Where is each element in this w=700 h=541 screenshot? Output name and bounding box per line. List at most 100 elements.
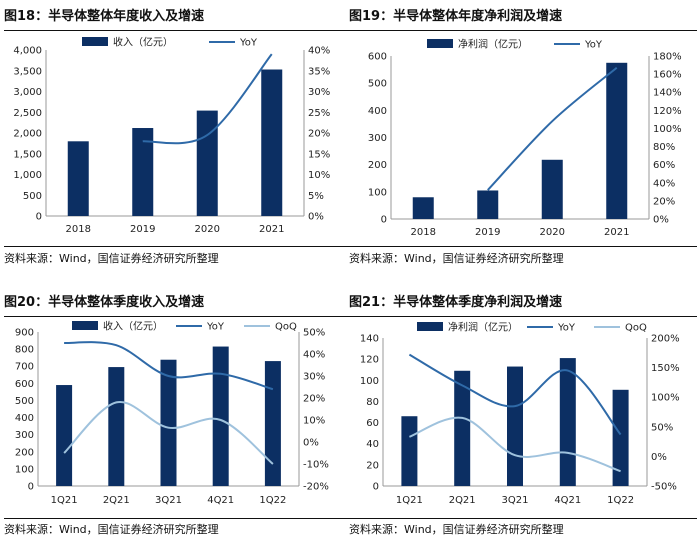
right-tick-label: 50% xyxy=(303,328,325,339)
right-tick-label: 20% xyxy=(303,394,325,405)
legend-label: 净利润（亿元） xyxy=(448,321,518,334)
series-line-qoq xyxy=(63,401,274,465)
left-tick-label: 3,000 xyxy=(13,87,42,98)
x-tick-label: 4Q21 xyxy=(207,495,234,506)
x-tick-label: 3Q21 xyxy=(502,495,529,506)
left-tick-label: 500 xyxy=(368,79,387,90)
right-tick-label: 15% xyxy=(308,149,330,160)
bar xyxy=(612,389,629,486)
bar xyxy=(132,128,154,216)
legend-label: YoY xyxy=(557,323,576,334)
bar xyxy=(454,370,471,486)
right-tick-label: 0% xyxy=(308,212,324,223)
legend-label: 收入（亿元） xyxy=(103,320,163,333)
left-tick-label: 3,500 xyxy=(13,66,42,77)
right-tick-label: 0% xyxy=(303,438,319,449)
x-tick-label: 2Q21 xyxy=(449,495,476,506)
bar xyxy=(559,358,576,486)
legend-label: 收入（亿元） xyxy=(113,36,173,49)
series-line-yoy xyxy=(408,353,622,436)
left-tick-label: 100 xyxy=(368,187,387,198)
left-tick-label: 500 xyxy=(15,396,34,407)
right-tick-label: -50% xyxy=(651,482,677,493)
series-line-qoq xyxy=(409,416,621,473)
x-tick-label: 2Q21 xyxy=(103,495,130,506)
left-tick-label: 20 xyxy=(366,460,379,471)
right-tick-label: 60% xyxy=(653,160,675,171)
right-tick-label: 120% xyxy=(653,106,682,117)
left-tick-label: 200 xyxy=(15,447,34,458)
right-tick-label: 160% xyxy=(653,70,682,81)
legend-label: YoY xyxy=(584,40,603,51)
right-tick-label: 0% xyxy=(653,215,669,226)
right-tick-label: 30% xyxy=(303,372,325,383)
right-tick-label: 40% xyxy=(303,350,325,361)
left-tick-label: 140 xyxy=(360,334,379,345)
x-tick-label: 1Q22 xyxy=(607,495,634,506)
left-tick-label: 40 xyxy=(366,439,379,450)
right-tick-label: 40% xyxy=(308,46,330,57)
chart-fig19: 0 100 200 300 400 500 600 0% 20% 40% 60% 80% 100% 120… xyxy=(368,38,682,239)
chart-title: 图20：半导体整体季度收入及增速 xyxy=(4,295,205,310)
legend-label: 净利润（亿元） xyxy=(458,38,528,51)
left-tick-label: 1,000 xyxy=(13,170,42,181)
chart-fig21: 0 20 40 60 80 100 120 140 -50% 0% 50% 100% 150% 200% 1… xyxy=(360,321,680,507)
bar xyxy=(196,110,218,216)
legend-label: YoY xyxy=(206,322,225,333)
series-line-yoy xyxy=(64,341,274,391)
left-tick-label: 2,000 xyxy=(13,129,42,140)
bar xyxy=(56,385,73,486)
x-tick-label: 1Q21 xyxy=(51,495,78,506)
source-rule xyxy=(349,246,697,247)
bar xyxy=(412,197,434,219)
right-tick-label: 20% xyxy=(308,129,330,140)
source-note: 资料来源：Wind，国信证券经济研究所整理 xyxy=(349,252,564,265)
left-tick-label: 700 xyxy=(15,362,34,373)
source-rule xyxy=(4,518,352,519)
legend-swatch-bar xyxy=(82,37,108,46)
left-tick-label: 4,000 xyxy=(13,46,42,57)
left-tick-label: 0 xyxy=(28,482,34,493)
left-tick-label: 200 xyxy=(368,160,387,171)
chart-fig20: 0 100 200 300 400 500 600 700 800 900 -20% -10% 0% 10… xyxy=(15,320,329,507)
left-tick-label: 400 xyxy=(15,413,34,424)
x-tick-label: 4Q21 xyxy=(554,495,581,506)
right-tick-label: 140% xyxy=(653,88,682,99)
legend-swatch-bar xyxy=(427,39,453,48)
title-rule xyxy=(349,316,697,317)
right-tick-label: 20% xyxy=(653,196,675,207)
right-tick-label: 5% xyxy=(308,191,324,202)
left-tick-label: 100 xyxy=(15,464,34,475)
source-rule xyxy=(4,246,352,247)
left-tick-label: 2,500 xyxy=(13,108,42,119)
x-tick-label: 2018 xyxy=(411,227,436,238)
title-rule xyxy=(4,316,352,317)
left-tick-label: 500 xyxy=(23,191,42,202)
chart-title: 图18：半导体整体年度收入及增速 xyxy=(4,9,205,24)
series-line-yoy xyxy=(487,67,618,191)
panel-fig19: 图19：半导体整体年度净利润及增速 0 100 200 300 400 500 600 0% 2… xyxy=(349,6,697,268)
left-tick-label: 600 xyxy=(15,379,34,390)
right-tick-label: -10% xyxy=(303,460,329,471)
bar xyxy=(108,367,125,486)
right-tick-label: -20% xyxy=(303,482,329,493)
chart-fig18: 0 500 1,000 1,500 2,000 2,500 3,000 3,500 4,000 0… xyxy=(13,36,330,236)
x-tick-label: 2019 xyxy=(475,227,500,238)
bar xyxy=(261,69,283,216)
source-note: 资料来源：Wind，国信证券经济研究所整理 xyxy=(349,523,564,536)
bar xyxy=(606,62,628,220)
right-tick-label: 100% xyxy=(651,393,680,404)
source-note: 资料来源：Wind，国信证券经济研究所整理 xyxy=(4,252,219,265)
left-tick-label: 80 xyxy=(366,397,379,408)
x-tick-label: 2021 xyxy=(604,227,629,238)
right-tick-label: 40% xyxy=(653,178,675,189)
x-tick-label: 1Q21 xyxy=(396,495,423,506)
source-rule xyxy=(349,518,697,519)
left-tick-label: 1,500 xyxy=(13,149,42,160)
left-tick-label: 300 xyxy=(15,430,34,441)
bar xyxy=(212,346,229,486)
bar xyxy=(264,361,281,486)
right-tick-label: 150% xyxy=(651,363,680,374)
left-tick-label: 900 xyxy=(15,328,34,339)
x-tick-label: 3Q21 xyxy=(155,495,182,506)
